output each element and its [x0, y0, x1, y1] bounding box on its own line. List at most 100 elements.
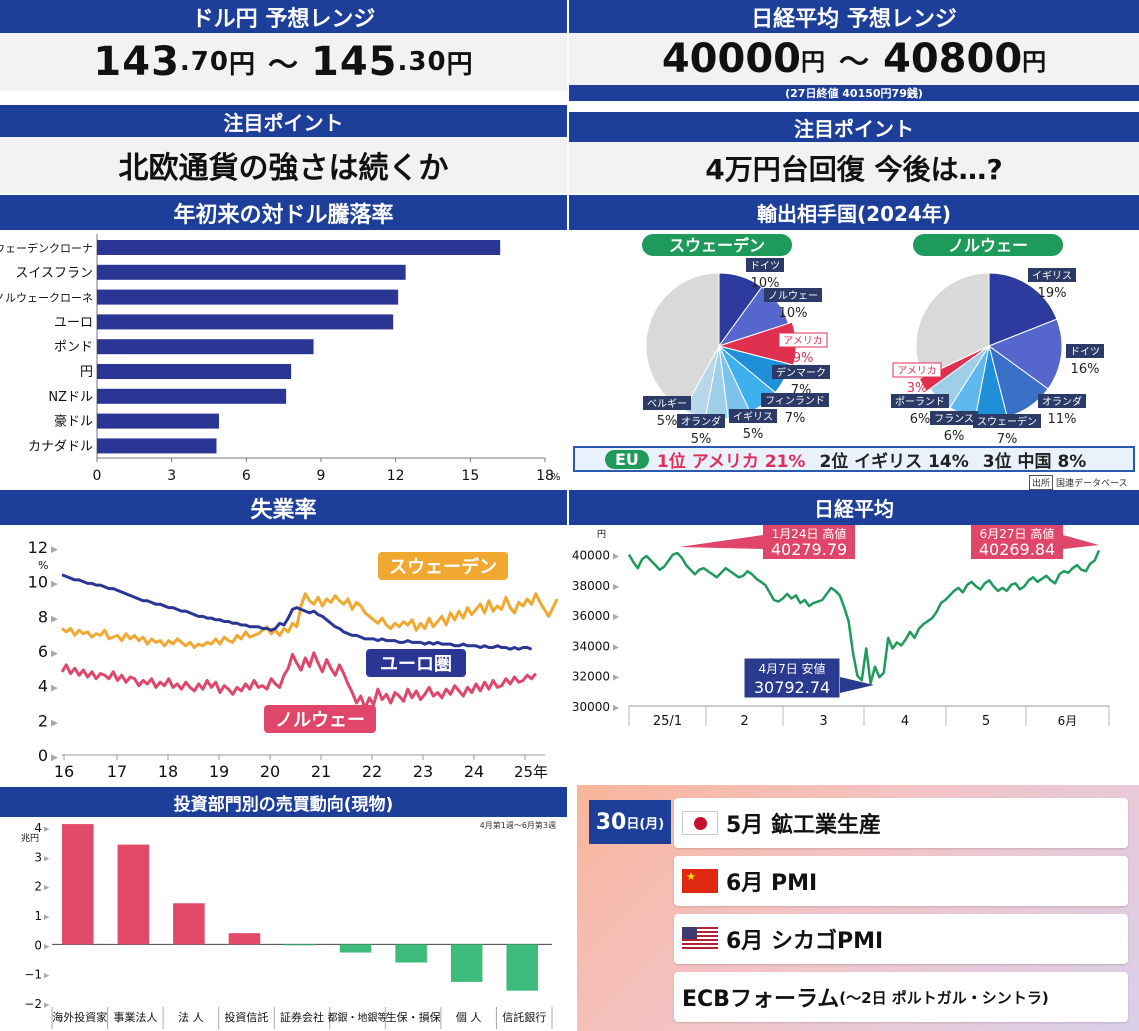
- unemp-legend-bg: [378, 552, 508, 580]
- unemp-x-tick-label: 23: [413, 762, 433, 781]
- unemp-x-tick-label: 19: [209, 762, 229, 781]
- calendar-date-num: 30: [595, 809, 627, 835]
- usdjpy-range-title-bar: ドル円 予想レンジ: [0, 0, 567, 33]
- focus-point-left-bar: 注目ポイント: [0, 105, 567, 137]
- norway-pie-label: スウェーデン: [977, 415, 1037, 428]
- usdjpy-unit-2: 円: [446, 49, 474, 80]
- unemp-y-unit: %: [38, 559, 48, 572]
- currency-category-label: スウェーデンクローナ: [0, 241, 93, 255]
- nikkei-series-line: [627, 549, 1101, 685]
- nikkei-high1-value: 40279.79: [771, 540, 847, 559]
- japan-flag-icon: [682, 811, 718, 835]
- investor-y-tick-arrow: ▶: [44, 1001, 50, 1009]
- nikkei-low-pointer: [840, 677, 874, 693]
- investor-category-label: 法 人: [178, 1010, 204, 1024]
- currency-category-label: NZドル: [48, 390, 93, 405]
- unemp-x-tick-label: 25年: [514, 763, 548, 781]
- currency-x-tick-label: 18: [536, 468, 554, 484]
- calendar-item-4: ECBフォーラム (〜2日 ポルトガル・シントラ): [674, 972, 1128, 1022]
- sweden-pie-value: 5%: [691, 432, 712, 445]
- unemp-series-line: [61, 592, 559, 650]
- sweden-pie-label: ノルウェー: [768, 290, 818, 302]
- nikkei-range-value: 40000 円 〜 40800 円: [569, 33, 1139, 85]
- currency-chart-title-bar: 年初来の対ドル騰落率: [0, 195, 567, 230]
- investor-y-tick-label: 3: [34, 850, 42, 864]
- sweden-pie-label: オランダ: [681, 415, 721, 428]
- unemp-y-tick-arrow: ▶: [51, 649, 58, 659]
- investor-bar: [284, 944, 316, 946]
- nikkei-y-unit: 円: [597, 529, 606, 540]
- investor-category-label: 証券会社: [280, 1010, 324, 1024]
- currency-x-tick-label: 9: [317, 468, 326, 484]
- eu-rank-2: 2位 イギリス 14%: [819, 451, 969, 472]
- sweden-pie-label: フィンランド: [765, 395, 825, 407]
- norway-pill: ノルウェー: [948, 236, 1028, 255]
- nikkei-high2-bg: [971, 525, 1063, 559]
- nikkei-range-title: 日経平均 予想レンジ: [751, 6, 957, 32]
- unemployment-line-chart: 0 ▶2 ▶4 ▶6 ▶8 ▶10 ▶12 ▶%16 17 18 19 20 21 22 23 24 25年スウ…: [28, 538, 559, 781]
- sweden-pie-label-bg: [778, 332, 828, 348]
- unemp-y-tick-arrow: ▶: [51, 684, 58, 694]
- nikkei-x-tick-label: 5: [982, 714, 990, 729]
- investor-bar: [450, 944, 483, 982]
- currency-bar: [97, 240, 501, 255]
- currency-category-label: 円: [80, 365, 93, 380]
- nikkei-close-note-text: (27日終値 40150円79銭): [785, 87, 923, 100]
- export-pie-charts: スウェーデン ノルウェードイツ10%ノルウェー10%アメリカ9%デンマーク7%フィ…: [642, 234, 1104, 445]
- source-tag: 出所: [1029, 475, 1054, 490]
- norway-pie-value: 3%: [907, 381, 928, 396]
- investor-y-tick-label: −2: [24, 997, 42, 1011]
- nikkei-y-tick-label: 40000: [572, 549, 610, 563]
- usdjpy-high-dec: .30: [397, 47, 447, 77]
- norway-pie-label: ドイツ: [1070, 347, 1100, 358]
- sweden-pie-label-bg: [643, 396, 691, 410]
- investor-category-label: 事業法人: [113, 1010, 157, 1024]
- investor-title-bar: 投資部門別の売買動向(現物): [0, 787, 567, 817]
- sweden-pie-label-bg: [772, 365, 830, 379]
- currency-x-tick-label: 12: [387, 468, 405, 484]
- usdjpy-low-dec: .70: [179, 47, 229, 77]
- nikkei-y-tick-arrow: ▶: [613, 642, 620, 651]
- norway-pie-value: 19%: [1038, 286, 1067, 301]
- currency-chart-title: 年初来の対ドル騰落率: [173, 202, 394, 228]
- currency-category-label: スイスフラン: [15, 266, 93, 281]
- usdjpy-sep: 〜: [268, 48, 299, 83]
- sweden-pie-value: 9%: [793, 351, 814, 366]
- calendar-item-4-text: ECBフォーラム: [682, 987, 840, 1012]
- currency-bar: [97, 314, 394, 330]
- sweden-pie-value: 10%: [751, 276, 780, 291]
- nikkei-x-tick-label: 4: [901, 714, 909, 729]
- unemp-y-tick-arrow: ▶: [51, 614, 58, 624]
- unemp-y-tick-label: 2: [38, 711, 48, 730]
- sweden-pie-label-bg: [729, 409, 777, 423]
- investor-category-label: 生保・損保: [386, 1010, 441, 1024]
- unemp-x-tick-label: 22: [362, 762, 382, 781]
- nikkei-range-high: 40800: [883, 36, 1023, 82]
- unemp-y-tick-label: 8: [38, 607, 48, 626]
- nikkei-range-title-bar: 日経平均 予想レンジ: [569, 0, 1139, 33]
- investor-bar: [173, 903, 205, 945]
- nikkei-y-tick-arrow: ▶: [613, 582, 620, 591]
- unemp-y-tick-arrow: ▶: [51, 580, 58, 590]
- investor-y-tick-label: 1: [34, 909, 42, 923]
- investor-y-tick-arrow: ▶: [44, 972, 50, 980]
- nikkei-x-tick-label: 2: [740, 714, 748, 729]
- sweden-pill-bg: [642, 234, 792, 256]
- sweden-pie-label: アメリカ: [783, 335, 823, 347]
- unemp-legend-label: スウェーデン: [389, 556, 497, 578]
- eu-ranking-bar: EU 1位 アメリカ 21% 2位 イギリス 14% 3位 中国 8%: [573, 446, 1135, 472]
- nikkei-low-value: 30792.74: [754, 678, 830, 697]
- investor-category-label: 個 人: [456, 1011, 482, 1024]
- unemp-y-tick-label: 10: [28, 573, 48, 592]
- norway-pie-label: アメリカ: [897, 365, 937, 377]
- sweden-pie-value: 10%: [779, 306, 808, 321]
- us-flag-icon: [682, 927, 718, 951]
- investor-y-tick-arrow: ▶: [44, 913, 50, 921]
- calendar-item-1: 5月 鉱工業生産: [674, 798, 1128, 848]
- usdjpy-unit-1: 円: [228, 49, 256, 80]
- nikkei-chart-title: 日経平均: [814, 497, 894, 521]
- investor-bar: [62, 824, 94, 945]
- nikkei-high2-pointer: [1063, 535, 1099, 549]
- eu-rank-1: 1位 アメリカ 21%: [656, 451, 806, 472]
